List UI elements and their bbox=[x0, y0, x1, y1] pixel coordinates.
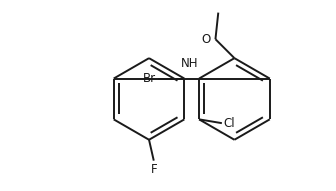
Text: Cl: Cl bbox=[224, 117, 236, 130]
Text: NH: NH bbox=[181, 57, 199, 70]
Text: methoxy: methoxy bbox=[203, 0, 240, 9]
Text: O: O bbox=[202, 33, 211, 46]
Text: F: F bbox=[151, 163, 157, 176]
Text: Br: Br bbox=[143, 72, 156, 85]
